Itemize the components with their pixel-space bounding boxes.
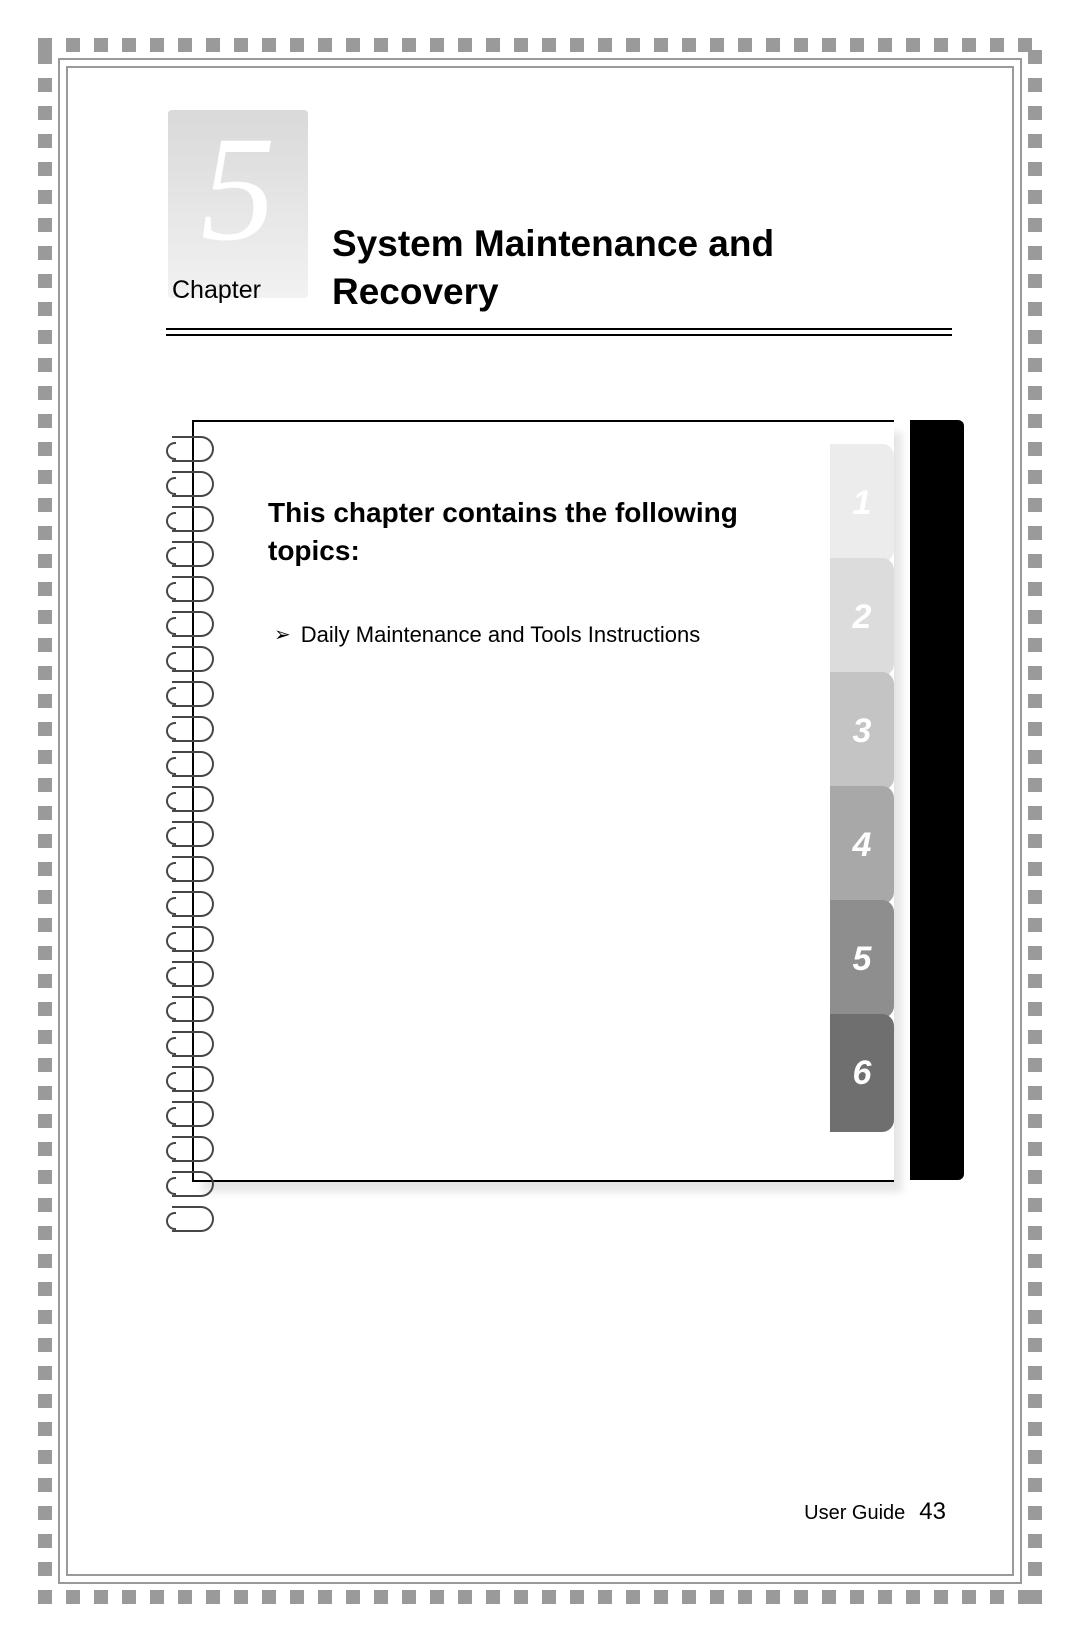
section-tab-2: 2 xyxy=(830,558,894,676)
bullet-arrow-icon: ➢ xyxy=(274,622,291,647)
spiral-ring xyxy=(172,576,214,602)
spiral-ring xyxy=(172,786,214,812)
spiral-ring xyxy=(172,856,214,882)
spiral-ring xyxy=(172,611,214,637)
notebook: This chapter contains the following topi… xyxy=(180,420,910,1180)
spiral-ring xyxy=(172,541,214,567)
spiral-ring xyxy=(172,996,214,1022)
notebook-item-text: Daily Maintenance and Tools Instructions xyxy=(301,622,700,648)
spiral-ring xyxy=(172,891,214,917)
spiral-ring xyxy=(172,1031,214,1057)
spiral-ring xyxy=(172,1101,214,1127)
spiral-ring xyxy=(172,1066,214,1092)
chapter-title: System Maintenance and Recovery xyxy=(332,220,950,316)
spiral-ring xyxy=(172,506,214,532)
spiral-ring xyxy=(172,681,214,707)
title-rule-top xyxy=(166,328,952,330)
page: 5 Chapter System Maintenance and Recover… xyxy=(0,0,1080,1642)
tabs-column: 123456 xyxy=(830,444,894,1132)
section-tab-1: 1 xyxy=(830,444,894,562)
spiral-ring xyxy=(172,751,214,777)
spiral-binding xyxy=(172,436,214,1232)
notebook-black-edge xyxy=(910,420,964,1180)
section-tab-6: 6 xyxy=(830,1014,894,1132)
spiral-ring xyxy=(172,471,214,497)
chapter-number: 5 xyxy=(201,114,276,264)
notebook-heading: This chapter contains the following topi… xyxy=(268,494,784,570)
spiral-ring xyxy=(172,646,214,672)
spiral-ring xyxy=(172,716,214,742)
spiral-ring xyxy=(172,436,214,462)
section-tab-4: 4 xyxy=(830,786,894,904)
spiral-ring xyxy=(172,821,214,847)
spiral-ring xyxy=(172,1206,214,1232)
section-tab-5: 5 xyxy=(830,900,894,1018)
footer: User Guide 43 xyxy=(804,1498,946,1526)
footer-page-number: 43 xyxy=(919,1498,946,1526)
notebook-page: This chapter contains the following topi… xyxy=(192,420,894,1182)
spiral-ring xyxy=(172,961,214,987)
notebook-item: ➢ Daily Maintenance and Tools Instructio… xyxy=(274,622,700,648)
chapter-label: Chapter xyxy=(172,276,261,305)
spiral-ring xyxy=(172,1136,214,1162)
title-rule-bottom xyxy=(166,334,952,336)
footer-label: User Guide xyxy=(804,1502,905,1525)
spiral-ring xyxy=(172,926,214,952)
section-tab-3: 3 xyxy=(830,672,894,790)
content-area: 5 Chapter System Maintenance and Recover… xyxy=(90,90,990,1552)
chapter-badge: 5 xyxy=(168,110,308,298)
spiral-ring xyxy=(172,1171,214,1197)
